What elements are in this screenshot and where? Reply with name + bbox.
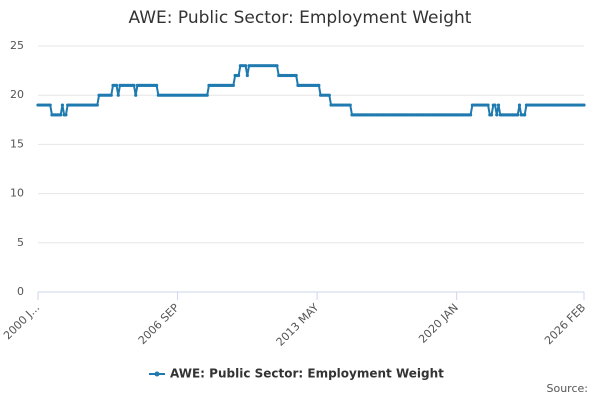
point [237, 73, 241, 78]
point [59, 113, 63, 117]
point [275, 64, 279, 68]
point [582, 103, 586, 107]
line [38, 64, 584, 116]
point [245, 73, 249, 78]
point [109, 93, 113, 97]
point [205, 93, 209, 97]
point [348, 103, 352, 107]
point [60, 103, 65, 107]
point [495, 113, 499, 117]
y-tick-label: 25 [10, 39, 24, 52]
point [469, 113, 473, 117]
legend-label: AWE: Public Sector: Employment Weight [170, 367, 444, 381]
point [496, 103, 501, 107]
source: Source: [547, 382, 589, 395]
point [132, 83, 136, 87]
point [155, 83, 159, 87]
point [134, 93, 138, 97]
point [523, 113, 527, 117]
point [517, 103, 522, 107]
x-tick-label: 2000 J... [1, 301, 42, 342]
point [493, 103, 497, 107]
y-tick-label: 5 [17, 236, 24, 249]
point [516, 113, 520, 117]
point [231, 83, 235, 87]
y-tick-label: 15 [10, 137, 24, 150]
point [64, 113, 68, 117]
y-tick-label: 20 [10, 88, 24, 101]
point [489, 113, 494, 117]
x-tick-label: 2020 JAN [416, 301, 461, 346]
y-tick-label: 0 [17, 285, 24, 298]
x-tick-label: 2006 SEP [136, 301, 182, 347]
point [48, 103, 52, 107]
point [486, 103, 490, 107]
point [317, 83, 321, 87]
point [294, 73, 298, 78]
point [114, 83, 119, 87]
x-tick-label: 2013 MAY [274, 301, 322, 349]
chart-title: AWE: Public Sector: Employment Weight [129, 8, 472, 28]
legend-marker [154, 371, 160, 377]
point [327, 93, 331, 97]
x-tick-label: 2026 FEB [542, 301, 588, 347]
point [116, 93, 120, 97]
point [243, 64, 248, 68]
point [95, 103, 99, 107]
y-tick-label: 10 [10, 187, 24, 200]
